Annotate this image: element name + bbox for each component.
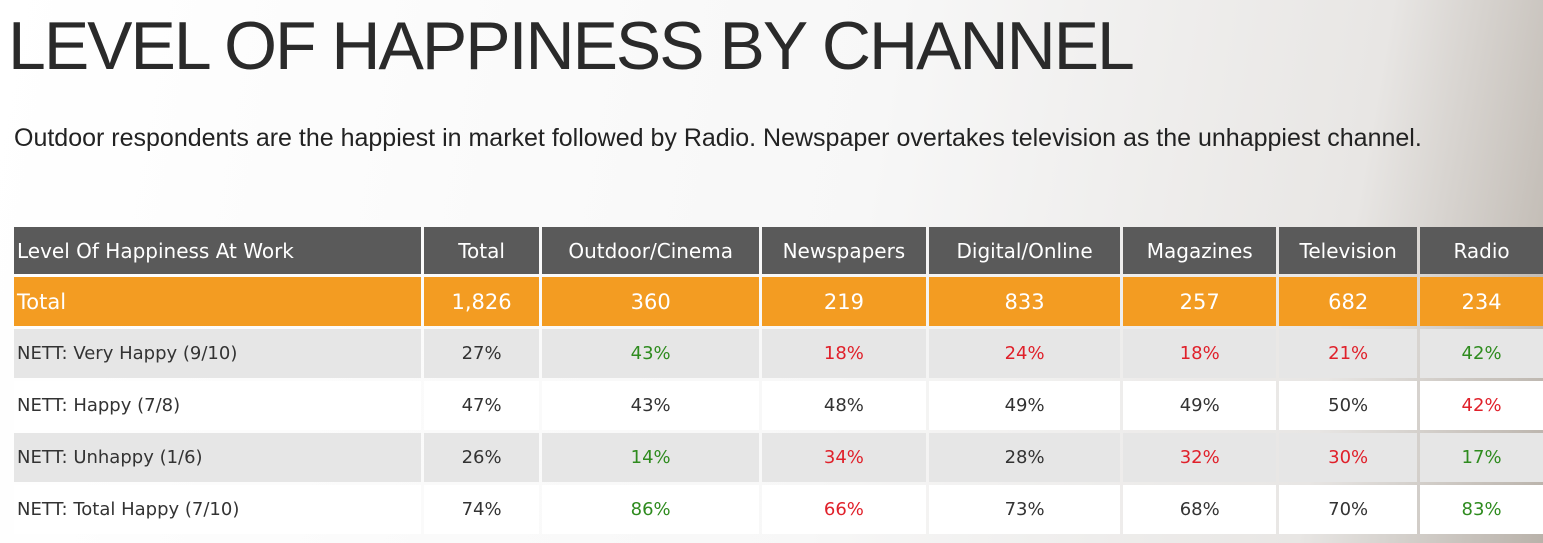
table-cell: 234	[1420, 277, 1543, 326]
header-cell: Television	[1279, 227, 1418, 274]
table-body: Total 1,826 360 219 833 257 682 234 NETT: Very H…	[14, 277, 1543, 534]
table-cell: 42%	[1420, 329, 1543, 378]
table-cell: 74%	[423, 485, 540, 534]
table-cell: 219	[761, 277, 926, 326]
table-cell: 68%	[1123, 485, 1277, 534]
table-cell: 47%	[423, 381, 540, 430]
table-cell: 1,826	[423, 277, 540, 326]
table-cell: 43%	[542, 329, 759, 378]
table-cell: NETT: Very Happy (9/10)	[14, 329, 421, 378]
table-cell: NETT: Unhappy (1/6)	[14, 433, 421, 482]
table-cell: 30%	[1279, 433, 1418, 482]
table-cell: 83%	[1420, 485, 1543, 534]
header-cell: Level Of Happiness At Work	[14, 227, 421, 274]
table-cell: 66%	[761, 485, 926, 534]
table-cell: NETT: Happy (7/8)	[14, 381, 421, 430]
header-cell: Magazines	[1123, 227, 1277, 274]
subtitle: Outdoor respondents are the happiest in …	[14, 124, 1422, 152]
header-cell: Outdoor/Cinema	[542, 227, 759, 274]
table-cell: 42%	[1420, 381, 1543, 430]
table-cell: 34%	[761, 433, 926, 482]
table-cell: 49%	[928, 381, 1121, 430]
table-row: NETT: Very Happy (9/10) 27% 43% 18% 24% 18% 21…	[14, 329, 1543, 378]
title: LEVEL OF HAPPINESS BY CHANNEL	[8, 8, 1135, 84]
table-cell: NETT: Total Happy (7/10)	[14, 485, 421, 534]
table-cell: 32%	[1123, 433, 1277, 482]
table-row: NETT: Happy (7/8) 47% 43% 48% 49% 49% 50% 42%	[14, 381, 1543, 430]
table-cell: 28%	[928, 433, 1121, 482]
table-cell: 682	[1279, 277, 1418, 326]
header-cell: Digital/Online	[928, 227, 1121, 274]
table-cell: 257	[1123, 277, 1277, 326]
table-cell: 43%	[542, 381, 759, 430]
table-cell: 360	[542, 277, 759, 326]
table-cell: 14%	[542, 433, 759, 482]
table-cell: 26%	[423, 433, 540, 482]
table-row: Total 1,826 360 219 833 257 682 234	[14, 277, 1543, 326]
table-cell: 50%	[1279, 381, 1418, 430]
table-cell: 86%	[542, 485, 759, 534]
table-cell: 48%	[761, 381, 926, 430]
header-cell: Newspapers	[761, 227, 926, 274]
table-cell: 27%	[423, 329, 540, 378]
table-row: NETT: Total Happy (7/10) 74% 86% 66% 73% 68% 7…	[14, 485, 1543, 534]
table-cell: 18%	[1123, 329, 1277, 378]
header-cell: Total	[423, 227, 540, 274]
header-row: Level Of Happiness At Work Total Outdoor/C…	[14, 227, 1543, 274]
table-cell: 833	[928, 277, 1121, 326]
table-cell: 73%	[928, 485, 1121, 534]
table-cell: 49%	[1123, 381, 1277, 430]
table-cell: 24%	[928, 329, 1121, 378]
table-cell: Total	[14, 277, 421, 326]
table-row: NETT: Unhappy (1/6) 26% 14% 34% 28% 32% 30% 17%	[14, 433, 1543, 482]
header-cell: Radio	[1420, 227, 1543, 274]
table: Level Of Happiness At Work Total Outdoor/C…	[11, 224, 1543, 537]
table-cell: 18%	[761, 329, 926, 378]
table-cell: 21%	[1279, 329, 1418, 378]
table-cell: 17%	[1420, 433, 1543, 482]
table-cell: 70%	[1279, 485, 1418, 534]
